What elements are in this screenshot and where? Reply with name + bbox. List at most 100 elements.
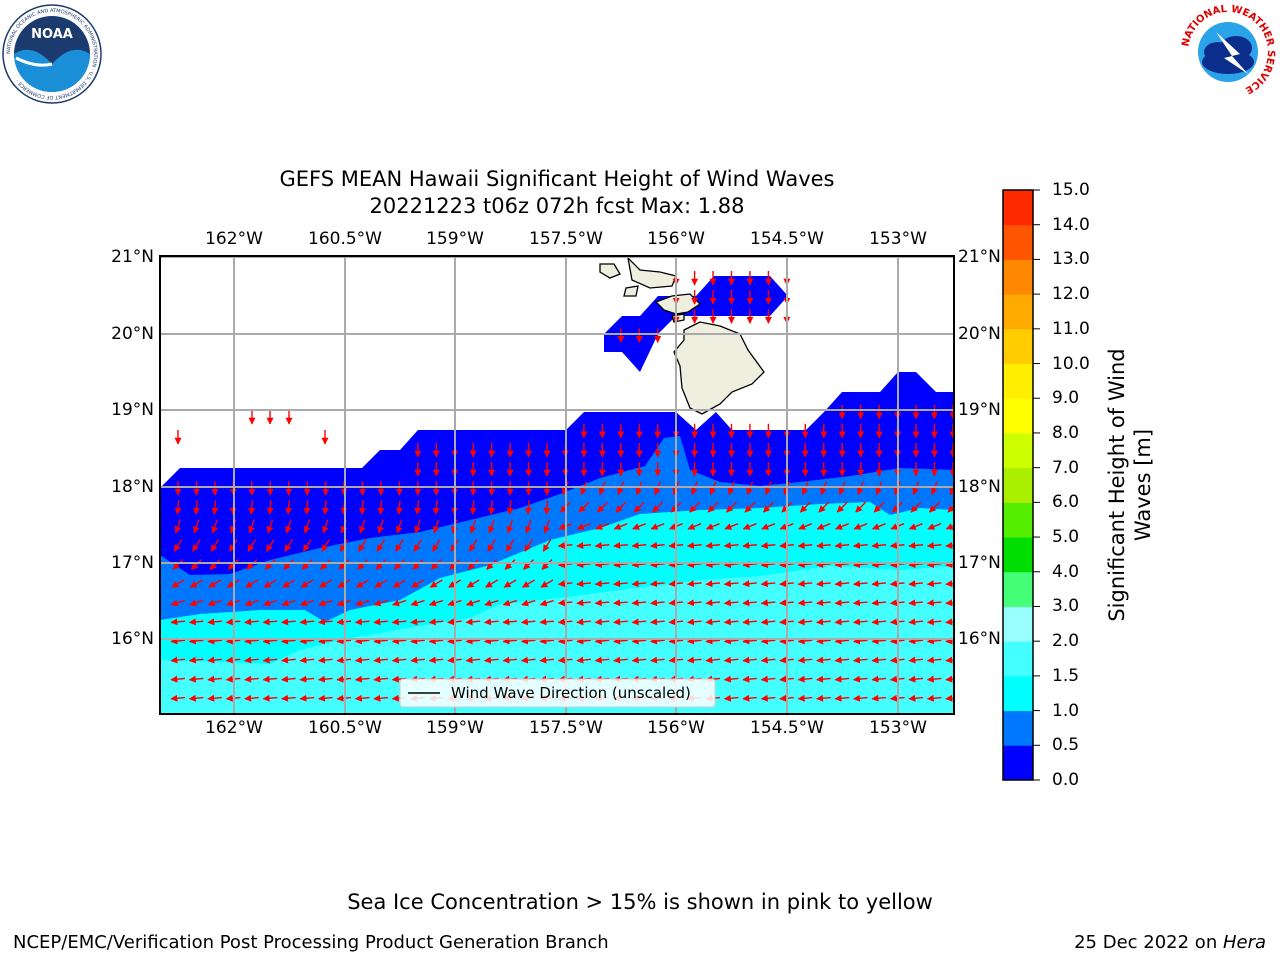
wind-arrow (945, 541, 954, 549)
wind-arrow (687, 523, 702, 530)
wind-arrow (945, 694, 954, 702)
wind-arrow (686, 541, 702, 549)
wind-arrow (373, 675, 388, 683)
wind-arrow (852, 541, 868, 549)
colorbar-tick-label: 8.0 (1052, 422, 1080, 443)
wind-arrow (319, 579, 332, 588)
lat-label-right: 17°N (958, 553, 1001, 573)
wind-arrow (594, 618, 610, 626)
wind-arrow (945, 523, 954, 530)
wind-arrow (764, 481, 772, 496)
wind-arrow (521, 579, 535, 588)
wind-arrow (321, 539, 330, 552)
wind-arrow (302, 539, 312, 552)
wind-arrow (469, 519, 477, 534)
wind-arrow (376, 539, 386, 552)
wind-arrow (631, 561, 647, 569)
wind-arrow (395, 500, 403, 515)
wind-arrow (689, 501, 701, 513)
wind-arrow (428, 599, 444, 607)
lon-label-top: 159°W (426, 229, 484, 249)
wind-arrow (322, 500, 330, 515)
wind-arrow (410, 599, 425, 607)
wind-arrow (244, 656, 259, 664)
wind-arrow (410, 637, 425, 645)
wind-arrow (727, 481, 735, 496)
wind-arrow (705, 541, 721, 549)
wind-arrow (171, 579, 185, 588)
wind-arrow (170, 656, 186, 664)
wind-arrow (926, 561, 942, 569)
map-frame (159, 255, 955, 715)
wind-arrow (355, 579, 369, 588)
lon-label-top: 157.5°W (529, 229, 603, 249)
wind-arrow (595, 523, 610, 530)
wind-arrow (411, 579, 425, 588)
wind-arrow (633, 501, 645, 513)
wind-arrow (170, 618, 186, 626)
wind-arrow (358, 519, 366, 534)
wind-arrow (576, 599, 591, 607)
wind-arrow (576, 561, 591, 569)
wind-arrow (723, 541, 739, 549)
wind-arrow (320, 559, 332, 570)
wind-arrow (502, 618, 518, 626)
colorbar-tick-label: 12.0 (1052, 284, 1090, 305)
wind-arrow (852, 637, 868, 645)
wind-arrow (908, 523, 923, 530)
wind-arrow (284, 539, 294, 552)
colorbar-tick-label: 0.0 (1052, 770, 1080, 790)
wind-arrow (613, 523, 628, 530)
wind-arrow (172, 559, 184, 570)
lat-label-left: 21°N (111, 247, 154, 267)
wind-arrow (502, 637, 518, 645)
wind-arrow (432, 500, 440, 515)
wind-arrow (945, 599, 954, 607)
wind-arrow (797, 637, 813, 645)
wind-arrow (504, 559, 516, 570)
wind-arrow (189, 579, 203, 588)
wind-arrow (594, 541, 610, 549)
wind-arrow (797, 541, 813, 549)
wind-arrow (834, 694, 850, 702)
wind-arrow (301, 559, 313, 570)
wind-arrow (799, 501, 811, 513)
wind-arrow (742, 637, 757, 645)
wind-arrow (871, 694, 887, 702)
wind-arrow (373, 694, 388, 702)
wind-arrow (797, 618, 813, 626)
wind-arrow (707, 501, 719, 513)
wind-arrow (723, 561, 739, 569)
wind-arrow (428, 618, 444, 626)
wind-arrow (542, 539, 552, 552)
lon-label-top: 162°W (205, 229, 263, 249)
wind-arrow (742, 561, 757, 569)
lon-label-bottom: 162°W (205, 718, 263, 738)
wind-arrow (410, 618, 425, 626)
wind-arrow (760, 599, 776, 607)
footer-date: 25 Dec 2022 on Hera (1074, 932, 1266, 953)
wind-arrow (820, 481, 828, 496)
wind-arrow (709, 481, 717, 496)
wind-arrow (816, 580, 831, 588)
wind-arrow (873, 501, 885, 513)
wind-arrow (539, 618, 555, 626)
wind-arrow (525, 519, 532, 534)
colorbar-segment (1003, 190, 1033, 226)
wind-arrow (852, 599, 868, 607)
wind-arrow (908, 675, 924, 683)
wind-arrow (266, 500, 274, 515)
wind-arrow (502, 656, 518, 664)
wind-arrow (613, 599, 628, 607)
wind-arrow (726, 501, 737, 513)
wind-arrow (686, 618, 702, 626)
wind-arrow (705, 599, 721, 607)
wind-arrow (797, 656, 813, 664)
nws-logo: NATIONAL WEATHER SERVICE (1180, 4, 1276, 100)
wind-arrow (908, 694, 924, 702)
wind-arrow (392, 599, 407, 607)
colorbar-segment (1003, 363, 1033, 399)
colorbar-tick-label: 0.5 (1052, 735, 1080, 756)
colorbar-segment (1003, 328, 1033, 365)
colorbar-segment (1003, 571, 1033, 607)
